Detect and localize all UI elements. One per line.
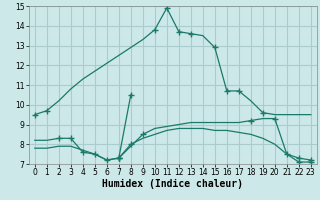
X-axis label: Humidex (Indice chaleur): Humidex (Indice chaleur) bbox=[102, 179, 243, 189]
